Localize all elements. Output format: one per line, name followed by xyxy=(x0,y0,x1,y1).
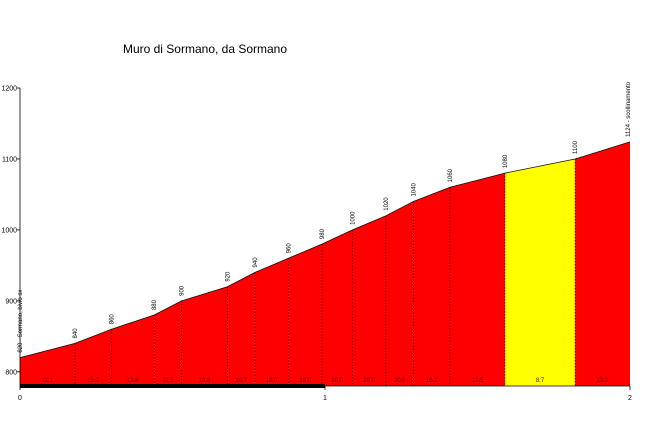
axes-group xyxy=(17,87,631,390)
profile-segment-9 xyxy=(321,229,353,386)
altitude-label-4: 880 xyxy=(152,299,158,310)
gradient-label-2: 16.7 xyxy=(87,378,99,384)
altitude-label-15: 1100 xyxy=(573,140,579,154)
y-tick-label-800: 800 xyxy=(5,369,17,376)
y-tick-label-1200: 1200 xyxy=(1,86,17,93)
gradient-label-13: 10.5 xyxy=(472,378,484,384)
gradient-label-7: 18.0 xyxy=(266,378,278,384)
x-tick-label-2: 2 xyxy=(628,395,632,402)
altitude-label-9: 980 xyxy=(320,228,326,239)
label-group: 800 900 1000 1100 1200 0 1 2 11.1 16.7 13.8 22.5 13.… xyxy=(1,81,632,402)
x-tick-label-1: 1 xyxy=(323,395,327,402)
profile-fill-group xyxy=(19,141,631,386)
altitude-label-11: 1020 xyxy=(384,197,390,211)
altitude-label-1: 820 - Sormano, bivio sx xyxy=(18,290,24,353)
altitude-label-8: 960 xyxy=(286,243,292,254)
altitude-label-12: 1040 xyxy=(411,183,417,197)
gradient-label-3: 13.8 xyxy=(127,378,139,384)
altitude-label-16: 1124 - scollinamento xyxy=(626,81,632,137)
profile-segment-13 xyxy=(450,173,505,386)
profile-segment-10 xyxy=(352,215,386,386)
gradient-label-9: 20.0 xyxy=(331,378,343,384)
segment-divider-group xyxy=(74,158,576,386)
gradient-label-5: 13.3 xyxy=(199,378,211,384)
profile-segment-7 xyxy=(254,258,289,386)
gradient-label-8: 18.0 xyxy=(299,378,311,384)
y-tick-label-1100: 1100 xyxy=(2,156,17,163)
profile-segment-4 xyxy=(154,300,182,386)
profile-segment-5 xyxy=(181,286,228,386)
km-scale-bar xyxy=(20,384,325,388)
profile-segment-2 xyxy=(74,329,112,386)
profile-segment-1 xyxy=(20,343,75,386)
altitude-label-6: 920 xyxy=(225,271,231,282)
altitude-label-2: 840 xyxy=(73,328,79,339)
gradient-label-15: 13.3 xyxy=(597,378,609,384)
altitude-label-5: 900 xyxy=(180,285,186,296)
profile-segment-15 xyxy=(575,141,630,386)
y-tick-label-900: 900 xyxy=(5,298,17,305)
altitude-label-3: 860 xyxy=(110,314,116,325)
gradient-label-10: 20.0 xyxy=(363,378,375,384)
profile-segment-8 xyxy=(288,244,322,386)
profile-segment-11 xyxy=(386,201,414,386)
gradient-label-6: 16.7 xyxy=(235,378,247,384)
gradient-label-11: 20.6 xyxy=(394,378,406,384)
altitude-label-10: 1000 xyxy=(350,211,356,225)
profile-segment-3 xyxy=(111,315,155,386)
gradient-label-12: 16.2 xyxy=(426,378,438,384)
y-tick-label-1000: 1000 xyxy=(1,227,17,234)
profile-segment-14 xyxy=(504,159,576,386)
x-tick-label-0: 0 xyxy=(18,395,22,402)
chart-title: Muro di Sormano, da Sormano xyxy=(123,42,287,56)
profile-segment-12 xyxy=(413,187,451,386)
gradient-label-4: 22.5 xyxy=(162,378,174,384)
profile-outline xyxy=(19,141,631,358)
gradient-label-14: 8.7 xyxy=(536,378,545,384)
profile-segment-6 xyxy=(227,272,255,386)
altitude-label-14: 1080 xyxy=(503,154,509,168)
gradient-label-1: 11.1 xyxy=(42,378,54,384)
altitude-label-7: 940 xyxy=(253,257,259,268)
altitude-label-13: 1060 xyxy=(448,168,454,182)
